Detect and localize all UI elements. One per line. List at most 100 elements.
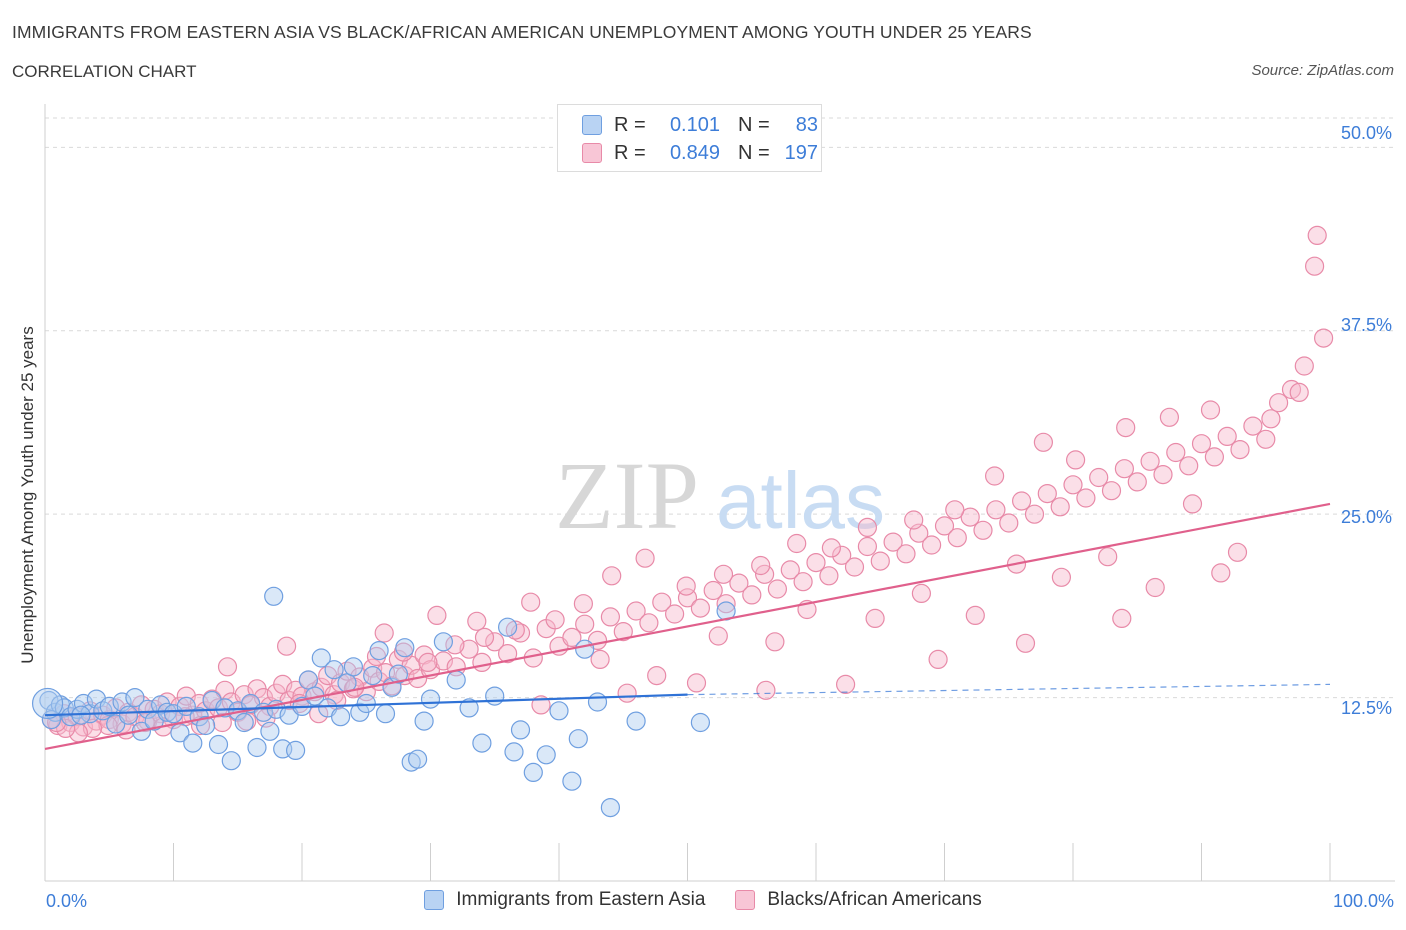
point-black-african-american (590, 649, 610, 670)
point-black-african-american (857, 517, 878, 538)
point-eastern-asia (208, 734, 229, 755)
point-black-african-american (716, 594, 736, 614)
point-black-african-american (1227, 542, 1248, 562)
point-black-african-american (1140, 451, 1160, 471)
source-credit: Source: ZipAtlas.com (1251, 62, 1394, 79)
point-black-african-american (1200, 400, 1221, 420)
point-black-african-american (1166, 442, 1186, 463)
point-black-african-american (1268, 393, 1289, 413)
point-eastern-asia (510, 720, 531, 740)
point-black-african-american (947, 528, 967, 548)
point-black-african-american (742, 585, 762, 605)
point-black-african-american (904, 510, 924, 530)
point-black-african-american (1153, 465, 1173, 485)
point-black-african-american (896, 544, 916, 564)
point-black-african-american (1127, 472, 1147, 492)
point-black-african-american (277, 636, 297, 656)
point-black-african-american (857, 536, 878, 557)
point-eastern-asia (125, 687, 145, 708)
point-black-african-american (1217, 426, 1237, 446)
point-eastern-asia (388, 664, 408, 684)
point-black-african-american (729, 573, 749, 593)
point-black-african-american (1050, 497, 1070, 517)
point-black-african-american (445, 635, 465, 655)
point-black-african-american (1281, 379, 1302, 400)
point-black-african-american (626, 601, 646, 621)
point-eastern-asia (369, 640, 389, 661)
point-black-african-american (1065, 450, 1086, 470)
point-eastern-asia (99, 696, 119, 717)
point-eastern-asia (420, 689, 441, 709)
point-black-african-american (1051, 567, 1072, 587)
point-black-african-american (545, 610, 565, 630)
point-black-african-american (883, 532, 903, 552)
point-eastern-asia (472, 733, 492, 753)
legend-label: Immigrants from Eastern Asia (456, 889, 706, 910)
point-black-african-american (703, 580, 723, 601)
point-eastern-asia (221, 751, 241, 771)
point-eastern-asia (247, 737, 267, 758)
point-eastern-asia (459, 698, 479, 718)
point-black-african-american (1304, 256, 1325, 276)
chart-title: IMMIGRANTS FROM EASTERN ASIA VS BLACK/AF… (12, 22, 1032, 42)
point-black-african-american (984, 466, 1005, 486)
point-black-african-american (521, 592, 541, 612)
point-eastern-asia (39, 690, 59, 711)
point-black-african-american (1261, 409, 1281, 429)
point-black-african-american (835, 674, 856, 695)
point-black-african-american (713, 564, 734, 584)
point-black-african-american (686, 673, 707, 693)
point-black-african-american (793, 572, 813, 592)
point-black-african-american (708, 626, 728, 646)
point-black-african-american (928, 649, 948, 670)
point-eastern-asia (626, 711, 646, 731)
point-black-african-american (999, 513, 1019, 533)
legend-item-eastern-asia[interactable]: Immigrants from Eastern Asia (424, 889, 705, 911)
point-black-african-american (844, 557, 865, 577)
point-eastern-asia (408, 749, 428, 769)
point-eastern-asia (375, 704, 396, 724)
point-eastern-asia (234, 712, 254, 733)
point-black-african-american (1313, 328, 1334, 348)
point-black-african-american (1230, 440, 1250, 460)
point-black-african-american (639, 613, 659, 633)
point-black-african-american (418, 652, 438, 673)
point-black-african-american (787, 533, 807, 554)
point-eastern-asia (363, 665, 383, 686)
point-black-african-american (945, 500, 965, 520)
point-eastern-asia (587, 692, 608, 712)
point-black-african-american (374, 623, 394, 643)
point-black-african-american (1076, 488, 1096, 508)
point-eastern-asia (536, 745, 556, 765)
point-black-african-american (1098, 547, 1118, 567)
pink-swatch (582, 143, 602, 163)
point-black-african-american (911, 583, 932, 604)
point-black-african-american (212, 712, 232, 733)
point-eastern-asia (549, 701, 569, 721)
point-black-african-american (498, 643, 518, 664)
point-eastern-asia (138, 699, 158, 719)
point-black-african-american (676, 576, 696, 596)
point-black-african-american (1179, 456, 1199, 476)
y-tick-label-37-5: 37.5% (1340, 315, 1392, 335)
point-black-african-american (965, 605, 985, 626)
y-axis-label: Unemployment Among Youth under 25 years (18, 326, 37, 664)
point-eastern-asia (343, 657, 363, 677)
legend-item-black-african-american[interactable]: Blacks/African Americans (735, 889, 982, 911)
point-black-african-american (1256, 429, 1276, 449)
point-black-african-american (485, 632, 505, 652)
point-black-african-american (98, 715, 118, 736)
point-black-african-american (690, 598, 711, 618)
point-black-african-american (1159, 407, 1180, 427)
point-black-african-american (1204, 447, 1225, 467)
point-black-african-american (617, 683, 637, 703)
point-black-african-american (765, 632, 785, 652)
blue-swatch (424, 890, 445, 910)
n-value: 83 (795, 113, 818, 136)
point-black-african-american (467, 611, 487, 631)
point-eastern-asia (562, 771, 582, 791)
point-eastern-asia-cluster (31, 687, 64, 720)
point-black-african-american (780, 560, 800, 580)
point-black-african-american (652, 592, 672, 612)
axes (44, 104, 1395, 882)
